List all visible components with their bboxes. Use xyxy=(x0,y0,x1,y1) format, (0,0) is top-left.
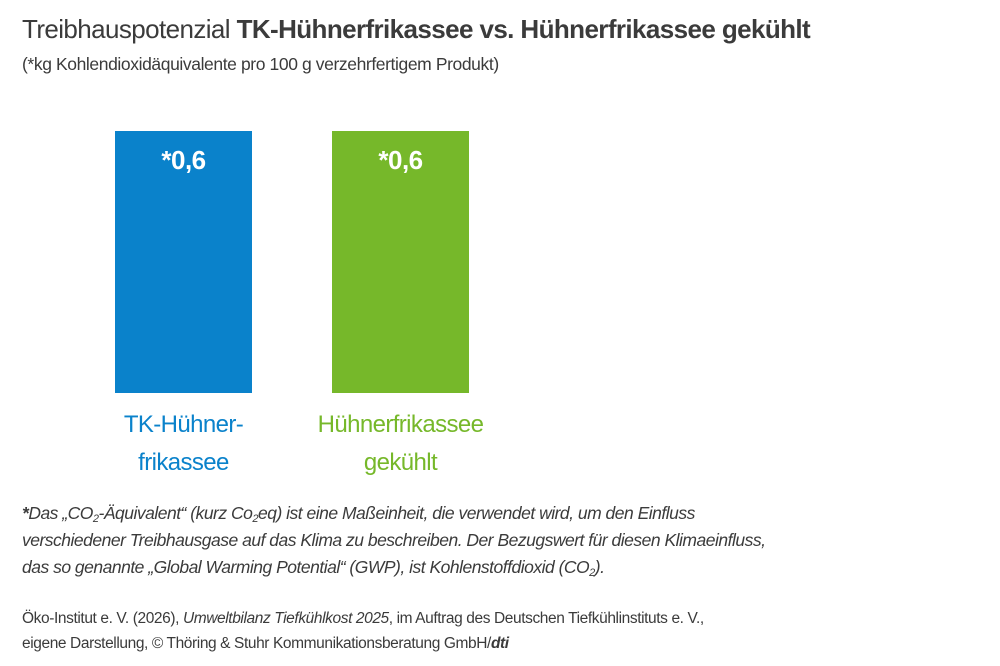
bar-1 xyxy=(115,131,252,393)
chart-title-bold: TK-Hühnerfrikassee vs. Hühnerfrikassee g… xyxy=(236,14,811,44)
data-label-2: *0,6 xyxy=(378,145,422,175)
footnote-text: -Äquivalent“ (kurz Co xyxy=(98,503,253,523)
bar-2 xyxy=(332,131,469,393)
source-text: Öko-Institut e. V. (2026), xyxy=(22,610,183,627)
source-note: Öko-Institut e. V. (2026), Umweltbilanz … xyxy=(22,606,822,656)
source-dti: dti xyxy=(490,635,509,652)
footnote-text: das so genannte „Global Warming Potentia… xyxy=(22,557,590,577)
source-text: , im Auftrag des Deutschen Tiefkühlinsti… xyxy=(388,610,704,627)
category-label-1-line-2: frikassee xyxy=(138,449,229,476)
footnote-star: * xyxy=(22,503,29,523)
source-publication: Umweltbilanz Tiefkühlkost 2025 xyxy=(182,610,389,627)
footnote-line-3: das so genannte „Global Warming Potentia… xyxy=(22,554,802,581)
category-label-1-line-1: TK-Hühner- xyxy=(124,411,243,438)
chart-title-regular: Treibhauspotenzial xyxy=(22,14,231,44)
category-label-2-line-1: Hühnerfrikassee xyxy=(318,411,484,438)
source-line-1: Öko-Institut e. V. (2026), Umweltbilanz … xyxy=(22,606,822,631)
chart-title: Treibhauspotenzial TK-Hühnerfrikassee vs… xyxy=(22,14,811,45)
data-label-1: *0,6 xyxy=(161,145,205,175)
footnote-line-2: verschiedener Treibhausgase auf das Klim… xyxy=(22,530,766,550)
footnote-text: Das „CO xyxy=(28,503,93,523)
source-line-2: eigene Darstellung, © Thöring & Stuhr Ko… xyxy=(22,631,822,656)
category-label-2-line-2: gekühlt xyxy=(364,449,438,476)
footnote: *Das „CO2-Äquivalent“ (kurz Co2eq) ist e… xyxy=(22,500,802,581)
footnote-text: ). xyxy=(594,557,605,577)
footnote-text: eq) ist eine Maßeinheit, die verwendet w… xyxy=(258,503,695,523)
chart-subtitle: (*kg Kohlendioxidäquivalente pro 100 g v… xyxy=(22,54,499,74)
footnote-line-1: *Das „CO2-Äquivalent“ (kurz Co2eq) ist e… xyxy=(22,500,802,527)
subscript: 2 xyxy=(589,567,595,579)
subscript: 2 xyxy=(252,513,258,525)
subscript: 2 xyxy=(92,513,99,525)
source-text: eigene Darstellung, © Thöring & Stuhr Ko… xyxy=(22,635,491,652)
